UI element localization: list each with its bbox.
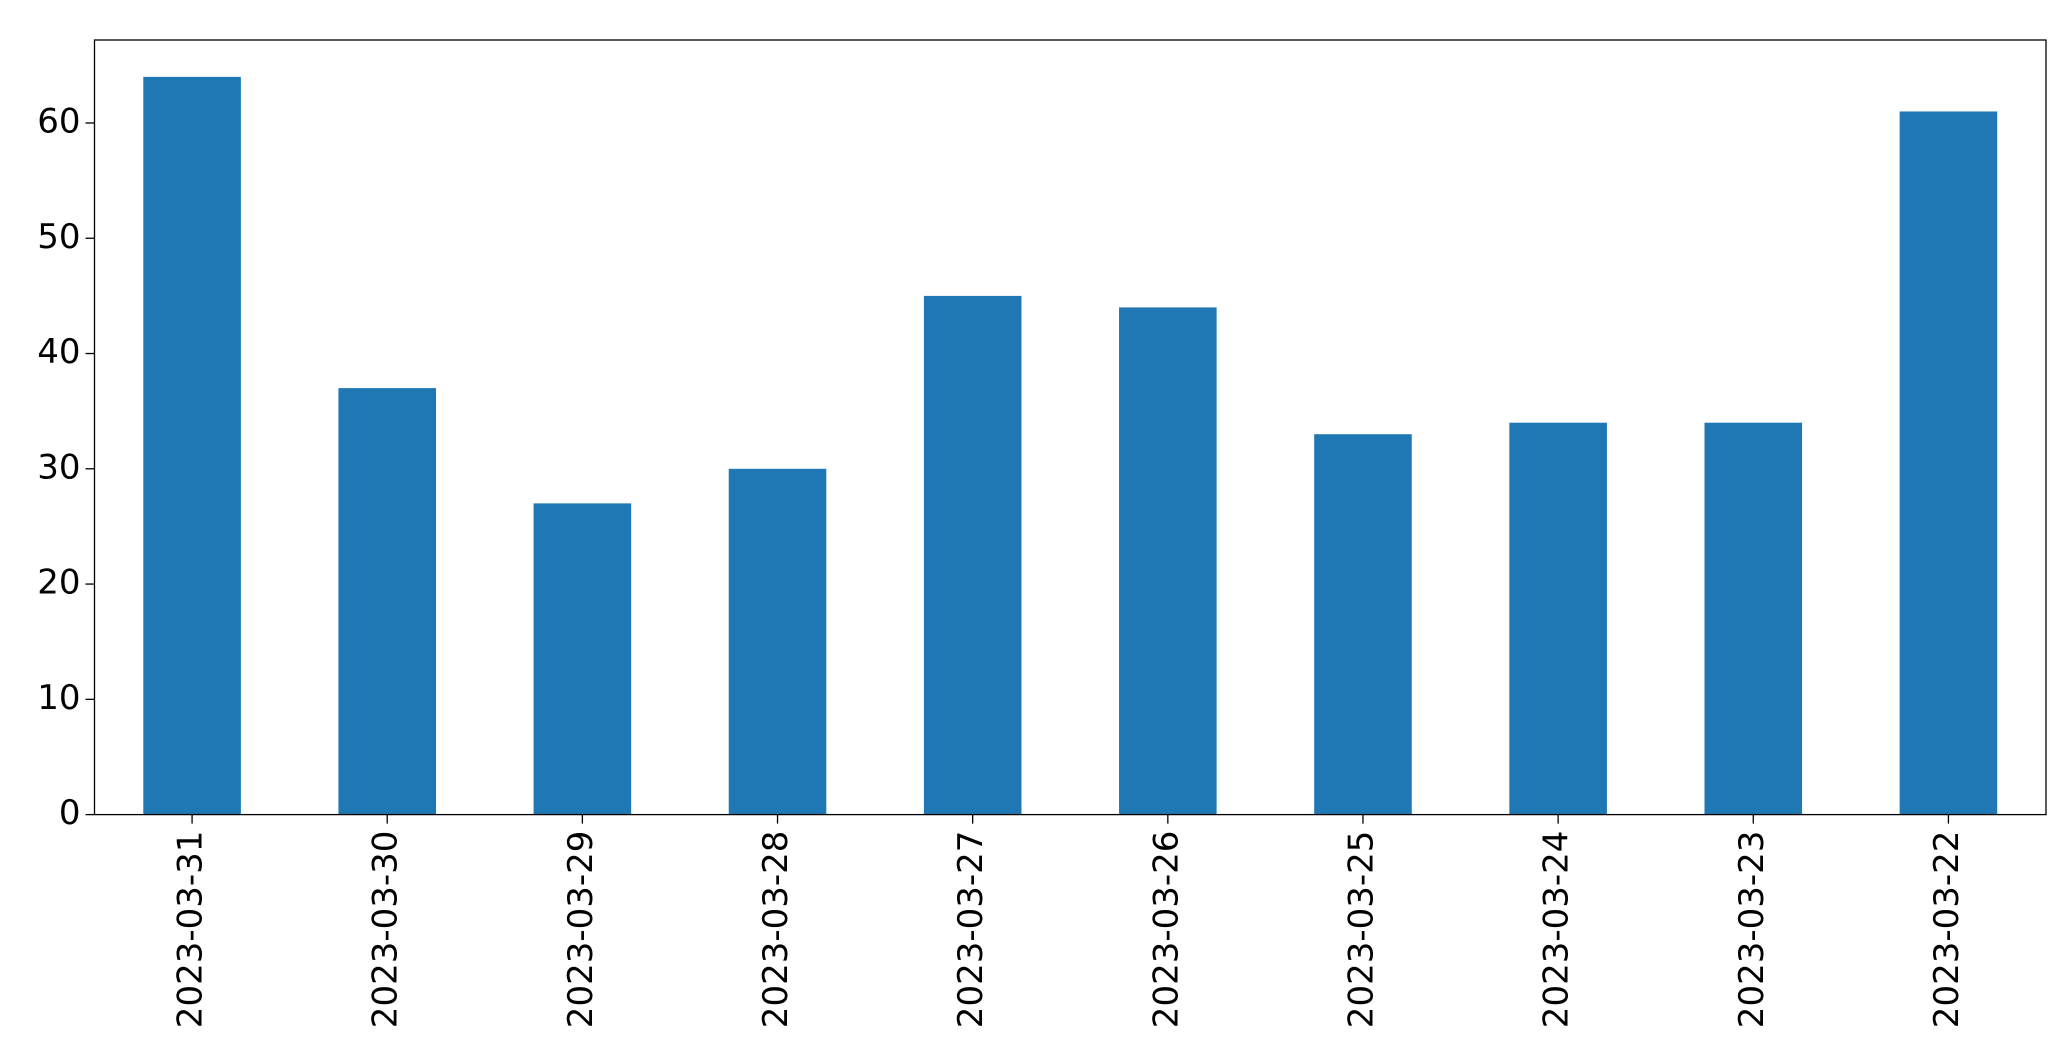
plot-frame [93,39,2047,816]
bar [1314,434,1412,815]
x-tick-label: 2023-03-25 [1341,831,1381,1029]
x-tick-label: 2023-03-26 [1146,831,1186,1029]
bar [143,76,241,815]
bar [533,503,632,815]
bar [1899,111,1998,815]
y-tick-label: 40 [37,332,80,372]
bar [1704,422,1803,815]
bar [338,388,437,815]
bar [1119,307,1217,815]
bar [728,468,827,815]
x-tick-label: 2023-03-27 [951,831,991,1029]
x-tick-label: 2023-03-22 [1927,831,1967,1029]
x-tick-label: 2023-03-29 [561,831,601,1029]
y-tick-label: 50 [37,217,80,257]
x-tick-label: 2023-03-23 [1732,831,1772,1029]
x-tick-label: 2023-03-31 [171,831,211,1029]
y-tick-label: 10 [37,678,80,718]
x-tick-label: 2023-03-28 [756,831,796,1029]
bar [923,295,1022,815]
y-tick-label: 30 [37,447,80,487]
y-tick-label: 20 [37,563,80,603]
x-tick-label: 2023-03-24 [1537,831,1577,1029]
y-tick-label: 60 [37,101,80,141]
y-tick-label: 0 [59,793,81,833]
bar [1509,422,1607,815]
x-tick-label: 2023-03-30 [366,831,406,1029]
